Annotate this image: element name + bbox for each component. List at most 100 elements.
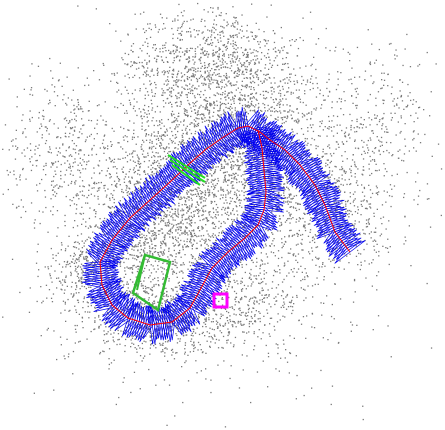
map-point (189, 189, 191, 191)
map-point (102, 62, 104, 65)
map-point (300, 128, 303, 130)
map-point (306, 144, 308, 146)
map-point (192, 105, 195, 107)
map-point (302, 133, 305, 135)
map-point (149, 336, 151, 338)
map-point (120, 40, 122, 42)
map-point (332, 183, 334, 186)
map-point (192, 84, 194, 87)
map-point (151, 195, 153, 197)
map-point (184, 320, 186, 323)
map-point (190, 193, 192, 195)
map-point (270, 110, 272, 112)
map-point (140, 178, 142, 180)
map-point (225, 181, 227, 183)
map-point (222, 188, 224, 191)
map-point (372, 240, 374, 242)
map-point (143, 170, 146, 172)
map-point (192, 69, 195, 72)
map-point (312, 124, 314, 126)
map-point (189, 220, 192, 222)
map-point (375, 231, 377, 233)
map-point (178, 79, 180, 81)
map-point (279, 106, 281, 108)
map-point (177, 115, 179, 118)
map-point (326, 87, 328, 90)
map-point (289, 134, 291, 136)
map-point (249, 77, 251, 79)
map-point (172, 226, 174, 228)
map-point (346, 140, 348, 143)
map-point (287, 63, 289, 65)
map-point (358, 221, 360, 223)
map-point (253, 49, 255, 51)
map-point (283, 46, 285, 48)
map-point (288, 196, 290, 198)
map-point (231, 111, 233, 113)
map-point (281, 146, 283, 148)
map-point (195, 307, 198, 310)
map-point (153, 221, 155, 223)
map-point (298, 96, 300, 98)
map-point (362, 166, 365, 168)
map-point (264, 125, 266, 127)
map-point (137, 256, 139, 258)
map-point (175, 49, 177, 51)
map-point (122, 191, 125, 194)
map-point (174, 264, 176, 266)
map-point (101, 170, 103, 172)
map-point (179, 47, 181, 49)
map-point (298, 220, 300, 222)
map-point (198, 30, 200, 32)
map-point (235, 115, 237, 117)
map-point (280, 194, 282, 196)
map-point (141, 65, 143, 67)
map-point (194, 53, 197, 55)
map-point (309, 241, 311, 243)
map-point (163, 268, 165, 270)
map-point (230, 99, 232, 101)
map-point (150, 250, 152, 253)
map-point (197, 212, 199, 215)
map-point (267, 262, 269, 264)
map-point (296, 167, 299, 170)
map-point (224, 282, 226, 284)
map-point (177, 70, 180, 72)
map-point (250, 274, 252, 276)
map-point (280, 129, 282, 131)
map-point (266, 16, 268, 18)
map-point (85, 221, 87, 223)
map-point (190, 34, 192, 36)
map-point (274, 57, 277, 59)
map-point (355, 255, 358, 257)
map-point (369, 189, 372, 191)
map-point (109, 199, 111, 201)
map-point (139, 234, 141, 236)
map-point (162, 344, 164, 346)
map-point (306, 194, 309, 197)
map-point (195, 77, 198, 80)
map-point (110, 275, 113, 277)
map-point (181, 264, 183, 266)
map-point (250, 88, 252, 90)
map-point (198, 204, 200, 206)
map-point (226, 150, 228, 152)
map-point (290, 144, 292, 146)
map-point (329, 176, 331, 178)
map-point (295, 259, 297, 261)
map-point (246, 119, 248, 121)
map-point (134, 207, 136, 209)
map-point (224, 161, 227, 163)
map-point (226, 320, 229, 322)
map-point (90, 304, 92, 307)
map-point (194, 306, 196, 309)
map-point (170, 288, 173, 290)
map-point (176, 55, 178, 57)
map-point (133, 98, 135, 100)
map-point (215, 79, 217, 81)
map-point (387, 251, 390, 253)
map-point (312, 189, 314, 192)
map-point (364, 152, 366, 154)
